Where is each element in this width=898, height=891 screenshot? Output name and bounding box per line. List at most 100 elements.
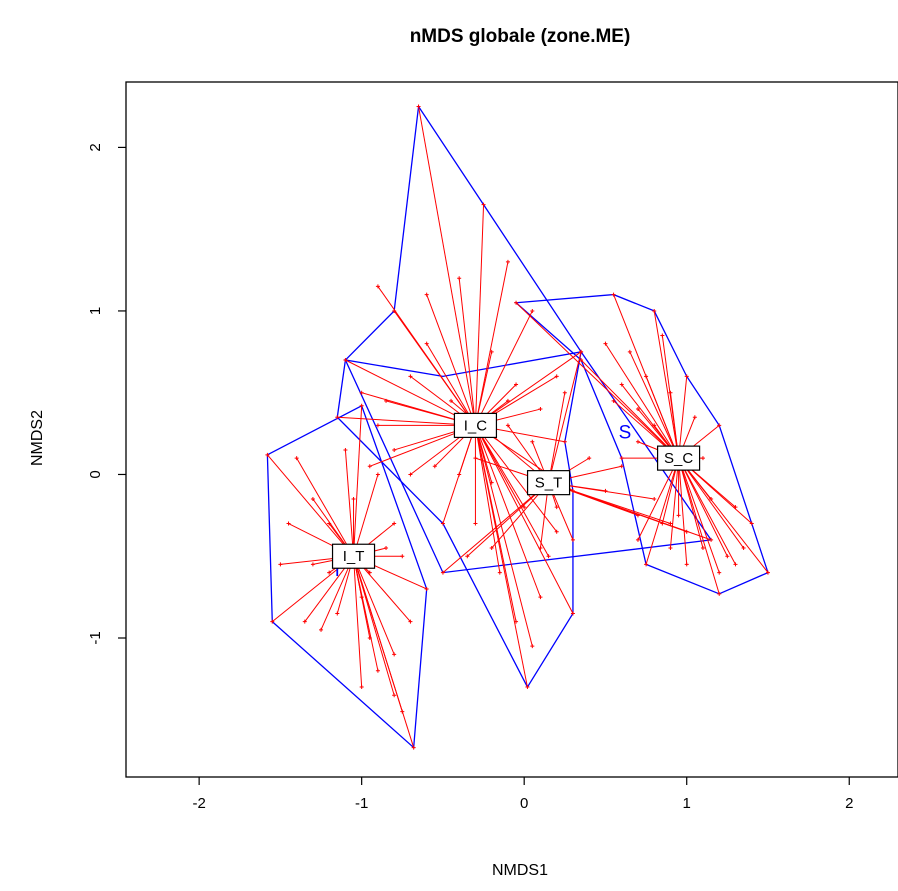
data-point bbox=[335, 415, 340, 420]
spider-line bbox=[629, 351, 680, 459]
data-point bbox=[538, 595, 543, 600]
spider-line bbox=[353, 556, 363, 688]
data-point bbox=[530, 308, 535, 313]
spider-line bbox=[442, 482, 549, 573]
centroid-box bbox=[526, 470, 571, 496]
data-point bbox=[424, 341, 429, 346]
data-point bbox=[562, 390, 567, 395]
spider-line bbox=[474, 425, 517, 622]
data-point bbox=[717, 570, 722, 575]
data-point bbox=[733, 562, 738, 567]
spider-line bbox=[474, 261, 509, 426]
data-point bbox=[359, 685, 364, 690]
data-point bbox=[587, 456, 592, 461]
stray-labels: SI bbox=[335, 422, 632, 580]
spider-line bbox=[548, 351, 582, 483]
group-centroid-labels: I_C S_T S_C I_T bbox=[331, 412, 701, 569]
spider-line bbox=[353, 556, 395, 696]
spider-line bbox=[637, 457, 680, 541]
data-point bbox=[611, 292, 616, 297]
y-axis: -1 0 1 2 bbox=[87, 143, 126, 645]
data-point bbox=[700, 456, 705, 461]
data-point bbox=[497, 570, 502, 575]
x-axis-title: NMDS1 bbox=[492, 862, 548, 879]
data-point bbox=[538, 546, 543, 551]
data-point bbox=[514, 300, 519, 305]
data-point bbox=[473, 521, 478, 526]
spider-line bbox=[548, 392, 566, 483]
data-point bbox=[375, 668, 380, 673]
spider-line bbox=[678, 457, 720, 594]
spider-line bbox=[296, 457, 354, 557]
data-point bbox=[408, 472, 413, 477]
data-point bbox=[408, 619, 413, 624]
data-point bbox=[270, 619, 275, 624]
data-point bbox=[530, 439, 535, 444]
spider-line bbox=[645, 376, 680, 459]
spider-line bbox=[474, 425, 574, 614]
data-point bbox=[579, 349, 584, 354]
spider-line bbox=[645, 457, 680, 565]
y-tick-label: 2 bbox=[87, 143, 104, 151]
data-point bbox=[619, 464, 624, 469]
data-point bbox=[692, 415, 697, 420]
data-point bbox=[514, 619, 519, 624]
data-point bbox=[530, 644, 535, 649]
data-point bbox=[481, 202, 486, 207]
data-point bbox=[489, 480, 494, 485]
data-point bbox=[310, 562, 315, 567]
data-point bbox=[652, 497, 657, 501]
spider-line bbox=[678, 457, 704, 549]
data-point bbox=[278, 562, 283, 567]
data-point bbox=[546, 554, 551, 559]
centroid-text: S_C bbox=[664, 450, 693, 467]
data-point bbox=[359, 390, 364, 395]
data-point bbox=[619, 382, 624, 387]
data-point bbox=[375, 423, 380, 428]
data-point bbox=[375, 472, 380, 477]
data-point bbox=[749, 521, 754, 526]
data-point bbox=[319, 627, 324, 632]
data-point bbox=[644, 562, 649, 567]
hull-s-t bbox=[344, 351, 713, 574]
centroid-text: I_T bbox=[343, 548, 365, 565]
data-point bbox=[668, 546, 673, 551]
data-point bbox=[525, 685, 530, 690]
data-point bbox=[392, 447, 397, 452]
x-tick-label: 1 bbox=[683, 795, 691, 812]
spider-line bbox=[353, 556, 403, 712]
data-point bbox=[676, 513, 681, 518]
spider-line bbox=[515, 302, 679, 459]
data-point bbox=[473, 456, 478, 461]
y-axis-title: NMDS2 bbox=[29, 410, 46, 466]
data-point bbox=[765, 570, 770, 575]
y-tick-label: 1 bbox=[87, 307, 104, 315]
data-point bbox=[522, 505, 527, 510]
data-point bbox=[554, 374, 559, 379]
data-point bbox=[619, 456, 624, 461]
data-point bbox=[424, 586, 429, 591]
data-point bbox=[411, 745, 416, 750]
data-point bbox=[505, 259, 510, 264]
spider-line bbox=[337, 416, 476, 426]
data-point bbox=[335, 611, 340, 616]
spider-line bbox=[474, 310, 533, 426]
spider-line bbox=[669, 458, 680, 549]
centroid-box bbox=[453, 412, 498, 439]
spider-line bbox=[353, 556, 395, 655]
data-point bbox=[392, 693, 397, 698]
spider-line bbox=[678, 458, 688, 565]
group-hulls bbox=[266, 104, 769, 749]
data-point bbox=[343, 358, 348, 362]
data-point bbox=[709, 537, 714, 542]
spider-line bbox=[442, 425, 476, 524]
data-point bbox=[351, 497, 356, 501]
spider-line bbox=[418, 106, 476, 426]
centroid-text: S_T bbox=[535, 475, 563, 492]
data-point bbox=[644, 374, 649, 379]
spider-line bbox=[377, 286, 476, 426]
spider-line bbox=[353, 474, 379, 557]
centroid-label-s-c: S_C bbox=[656, 445, 701, 471]
x-tick-label: 0 bbox=[520, 795, 528, 812]
data-point bbox=[265, 452, 270, 457]
